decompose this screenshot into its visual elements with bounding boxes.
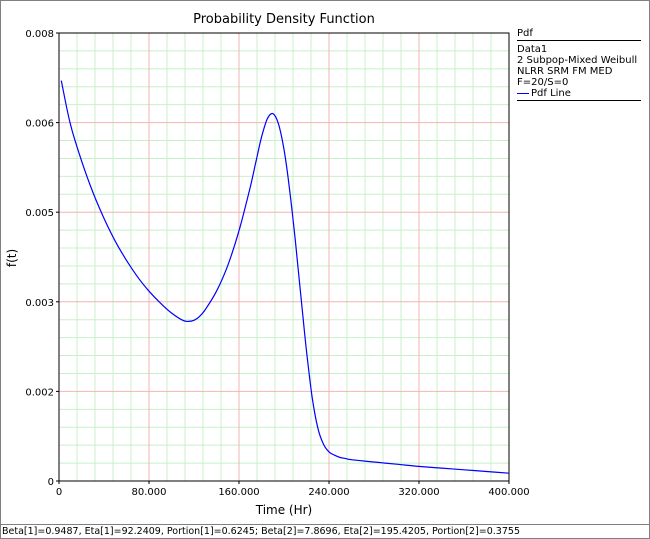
chart-title: Probability Density Function — [193, 12, 375, 27]
legend-entry-label: Pdf Line — [531, 88, 571, 99]
plot-area — [58, 32, 510, 482]
x-tick-label: 320.000 — [398, 487, 439, 498]
legend-swatch — [517, 92, 529, 94]
pdf-line — [60, 80, 510, 474]
y-axis-ticks: 0 0.002 0.003 0.005 0.006 0.008 — [25, 29, 59, 488]
legend-entry: Pdf Line — [517, 88, 641, 101]
y-tick-label: 0.003 — [25, 298, 54, 309]
parameters-footer: Beta[1]=0.9487, Eta[1]=92.2409, Portion[… — [0, 524, 650, 538]
legend: Pdf Data1 2 Subpop-Mixed Weibull NLRR SR… — [517, 28, 641, 101]
y-tick-label: 0 — [48, 477, 54, 488]
x-tick-label: 240.000 — [308, 487, 349, 498]
x-tick-label: 80.000 — [132, 487, 167, 498]
y-tick-label: 0.008 — [25, 29, 54, 40]
y-tick-label: 0.006 — [25, 119, 54, 130]
legend-line: 2 Subpop-Mixed Weibull — [517, 55, 638, 66]
major-grid — [59, 33, 509, 481]
x-tick-label: 160.000 — [218, 487, 259, 498]
y-tick-label: 0.005 — [25, 208, 54, 219]
y-axis-label: f(t) — [5, 249, 19, 267]
legend-line: Data1 — [517, 44, 548, 55]
legend-line: F=20/S=0 — [517, 77, 569, 88]
minor-grid — [59, 33, 509, 481]
y-tick-label: 0.002 — [25, 387, 54, 398]
legend-header: Pdf — [517, 28, 641, 41]
legend-line: NLRR SRM FM MED — [517, 66, 613, 77]
x-axis-label: Time (Hr) — [255, 503, 313, 517]
x-tick-label: 400.000 — [488, 487, 529, 498]
x-axis-ticks: 0 80.000 160.000 240.000 320.000 400.000 — [56, 481, 530, 498]
x-tick-label: 0 — [56, 487, 62, 498]
